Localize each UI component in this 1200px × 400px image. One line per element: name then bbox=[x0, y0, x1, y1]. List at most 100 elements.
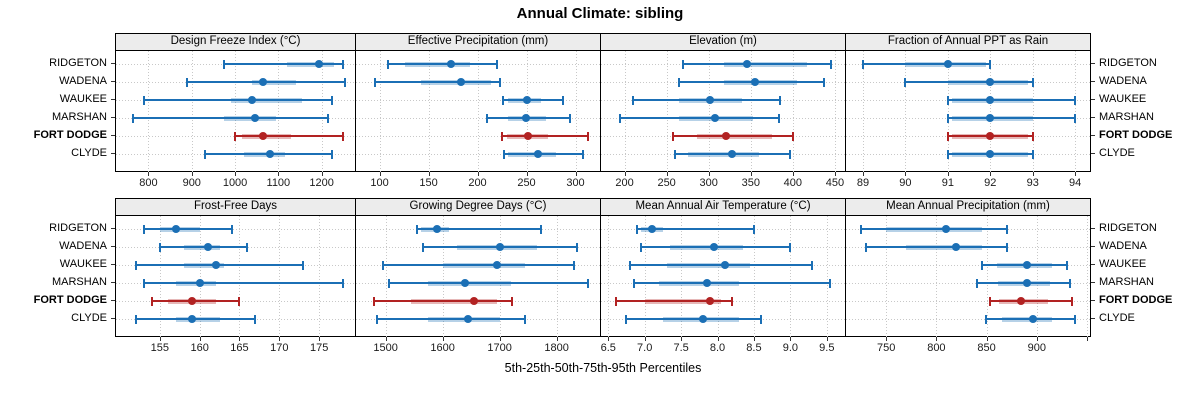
iqr-bar-25th-75th bbox=[252, 79, 296, 85]
gridline-vertical bbox=[428, 51, 430, 172]
median-dot bbox=[1022, 261, 1031, 269]
cap-95th bbox=[587, 278, 590, 288]
station-rows bbox=[116, 51, 355, 172]
axis-tick-label: 1200 bbox=[309, 177, 334, 189]
percentile-row-wadena bbox=[356, 238, 600, 256]
whisker-5th-95th bbox=[417, 228, 541, 230]
panel-title: Frost-Free Days bbox=[193, 200, 278, 212]
median-dot bbox=[986, 132, 995, 140]
whisker-5th-95th bbox=[374, 81, 501, 83]
whisker-5th-95th bbox=[637, 228, 754, 230]
cap-5th bbox=[619, 113, 622, 123]
median-dot bbox=[709, 243, 718, 251]
station-label-waukee: WAUKEE bbox=[0, 255, 115, 273]
percentile-row-marshan bbox=[846, 274, 1090, 292]
gridline-vertical bbox=[239, 216, 241, 337]
axis-tick-label: 94 bbox=[1069, 177, 1082, 189]
cap-95th bbox=[829, 278, 832, 288]
cap-5th bbox=[631, 95, 634, 105]
cap-95th bbox=[342, 59, 345, 69]
median-dot bbox=[522, 96, 531, 104]
axis-tick-label: 91 bbox=[941, 177, 954, 189]
y-axis-tick bbox=[111, 135, 115, 136]
y-axis-tick bbox=[1091, 228, 1095, 229]
gridline-vertical bbox=[278, 51, 280, 172]
gridline-vertical bbox=[1075, 51, 1077, 172]
percentile-row-waukee bbox=[356, 256, 600, 274]
median-dot bbox=[750, 78, 759, 86]
station-labels-right-row2: RIDGETON WADENA WAUKEE MARSHAN FORT DODGE CLY… bbox=[1091, 215, 1200, 336]
median-dot bbox=[1016, 297, 1025, 305]
gridline-horizontal bbox=[116, 229, 355, 230]
percentile-row-fort-dodge bbox=[356, 127, 600, 145]
x-axis-panel-4: 89 90 91 92 93 94 bbox=[846, 172, 1090, 194]
cap-95th bbox=[829, 59, 832, 69]
median-dot bbox=[943, 60, 952, 68]
axis-tick bbox=[681, 337, 683, 341]
median-dot bbox=[952, 243, 961, 251]
median-dot bbox=[942, 225, 951, 233]
percentile-row-marshan bbox=[846, 109, 1090, 127]
cap-95th bbox=[302, 260, 305, 270]
gridline-horizontal bbox=[356, 100, 600, 101]
median-dot bbox=[698, 315, 707, 323]
station-labels-right-row1: RIDGETON WADENA WAUKEE MARSHAN FORT DODGE CLY… bbox=[1091, 50, 1200, 171]
cap-95th bbox=[496, 59, 499, 69]
panel-strip: Mean Annual Air Temperature (°C) bbox=[601, 199, 845, 216]
cap-5th bbox=[486, 113, 489, 123]
axis-tick-label: 8.5 bbox=[746, 342, 762, 354]
panel-plot-area bbox=[846, 216, 1090, 337]
y-axis-tick bbox=[1091, 300, 1095, 301]
axis-tick-label: 300 bbox=[699, 177, 718, 189]
percentile-row-fort-dodge bbox=[356, 292, 600, 310]
iqr-bar-25th-75th bbox=[428, 280, 512, 286]
iqr-bar-25th-75th bbox=[696, 133, 772, 139]
cap-95th bbox=[327, 113, 330, 123]
gridline-vertical bbox=[708, 51, 710, 172]
cap-95th bbox=[539, 224, 542, 234]
whisker-5th-95th bbox=[947, 117, 1076, 119]
cap-95th bbox=[1005, 224, 1008, 234]
gridline-vertical bbox=[191, 51, 193, 172]
whisker-5th-95th bbox=[382, 264, 574, 266]
axis-tick bbox=[1075, 172, 1077, 176]
axis-tick-label: 7.0 bbox=[637, 342, 653, 354]
iqr-bar-25th-75th bbox=[404, 61, 470, 67]
cap-5th bbox=[421, 242, 424, 252]
whisker-5th-95th bbox=[683, 63, 831, 65]
percentile-row-ridgeton bbox=[116, 220, 355, 238]
station-label-waukee: WAUKEE bbox=[1091, 90, 1200, 108]
median-dot bbox=[986, 78, 995, 86]
whisker-5th-95th bbox=[144, 99, 333, 101]
whisker-5th-95th bbox=[615, 300, 733, 302]
iqr-bar-25th-75th bbox=[183, 262, 224, 268]
cap-95th bbox=[752, 224, 755, 234]
gridline-horizontal bbox=[356, 118, 600, 119]
cap-95th bbox=[791, 131, 794, 141]
iqr-bar-25th-75th bbox=[1001, 316, 1052, 322]
gridline-vertical bbox=[792, 51, 794, 172]
axis-tick bbox=[990, 172, 992, 176]
median-dot bbox=[495, 243, 504, 251]
y-axis-tick bbox=[111, 99, 115, 100]
cap-95th bbox=[1070, 296, 1073, 306]
iqr-bar-25th-75th bbox=[428, 316, 500, 322]
panel-plot-area bbox=[356, 51, 600, 172]
median-dot bbox=[464, 315, 473, 323]
percentile-row-marshan bbox=[116, 274, 355, 292]
axis-tick-label: 155 bbox=[150, 342, 169, 354]
y-axis-tick bbox=[1091, 153, 1095, 154]
cap-5th bbox=[672, 131, 675, 141]
gridline-vertical bbox=[442, 216, 444, 337]
median-dot bbox=[534, 150, 543, 158]
axis-tick bbox=[826, 337, 828, 341]
percentile-row-marshan bbox=[116, 109, 355, 127]
cap-5th bbox=[984, 314, 987, 324]
axis-tick bbox=[321, 172, 323, 176]
median-dot bbox=[259, 78, 268, 86]
axis-tick bbox=[159, 337, 161, 341]
y-axis-tick bbox=[1091, 135, 1095, 136]
station-label-marshan: MARSHAN bbox=[1091, 108, 1200, 126]
median-dot bbox=[211, 261, 220, 269]
axis-tick-label: 170 bbox=[270, 342, 289, 354]
